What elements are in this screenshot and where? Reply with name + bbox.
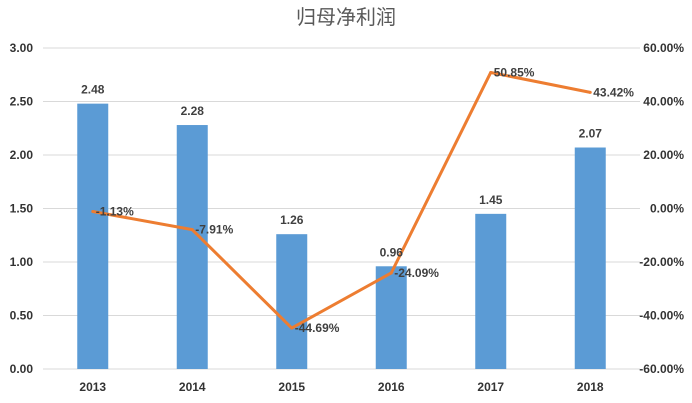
x-tick-label: 2014 [179,380,206,394]
y-left-tick-label: 2.50 [10,95,34,109]
line-point [290,326,294,330]
bar-value-label: 1.45 [479,193,503,207]
x-tick-label: 2013 [79,380,106,394]
y-left-tick-label: 1.50 [10,202,34,216]
y-left-tick-label: 3.00 [10,41,34,55]
line-series [91,70,592,330]
x-tick-label: 2016 [378,380,405,394]
y-right-tick-label: -20.00% [639,255,684,269]
line-value-label: -7.91% [195,223,233,237]
bar [176,125,208,369]
x-tick-label: 2018 [577,380,604,394]
line-value-label: 50.85% [494,65,535,79]
y-left-tick-label: 0.50 [10,309,34,323]
bar [276,234,308,369]
bar [77,103,109,369]
y-right-tick-label: 40.00% [643,95,684,109]
line-value-label: -24.09% [394,266,439,280]
growth-line [92,70,591,330]
gridlines [43,47,640,370]
bar [475,213,507,369]
line-point [91,210,95,214]
bar [574,147,606,369]
bar-value-label: 1.26 [280,213,304,227]
x-tick-label: 2015 [278,380,305,394]
chart-title: 归母净利润 [296,5,396,29]
axes: 0.00 0.50 1.00 1.50 2.00 2.50 3.00 -60.00% -40.0… [10,41,685,394]
y-right-tick-label: -60.00% [639,362,684,376]
data-labels: 2.48 2.28 1.26 0.96 1.45 2.07 -1.13% -7.91% -44.… [81,65,634,335]
bar-series [77,103,606,369]
y-right-tick-label: 0.00% [650,202,684,216]
bar [375,266,407,369]
line-point [389,271,393,275]
line-value-label: 43.42% [593,85,634,99]
bar-value-label: 2.07 [579,127,603,141]
x-tick-label: 2017 [477,380,504,394]
y-left-tick-label: 0.00 [10,362,34,376]
y-left-tick-label: 1.00 [10,255,34,269]
y-left-tick-label: 2.00 [10,148,34,162]
line-point [489,70,493,74]
y-right-tick-label: 60.00% [643,41,684,55]
line-value-label: -1.13% [96,205,134,219]
line-value-label: -44.69% [295,321,340,335]
bar-value-label: 0.96 [380,245,404,259]
line-point [190,228,194,232]
line-point [588,90,592,94]
y-right-tick-label: 20.00% [643,148,684,162]
y-right-tick-label: -40.00% [639,309,684,323]
bar-value-label: 2.48 [81,83,105,97]
bar-value-label: 2.28 [181,104,205,118]
